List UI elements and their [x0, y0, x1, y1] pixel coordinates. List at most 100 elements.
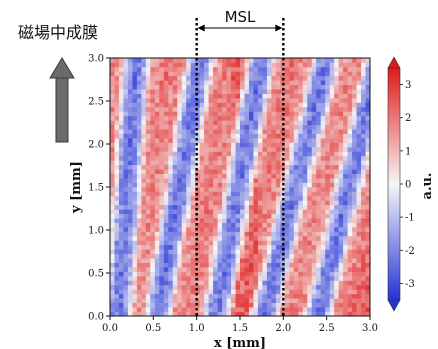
- heatmap-cell: [114, 133, 120, 139]
- heatmap-cell: [248, 284, 254, 290]
- heatmap-cell: [298, 129, 304, 134]
- heatmap-cell: [163, 191, 169, 197]
- heatmap-cell: [248, 311, 254, 317]
- heatmap-cell: [136, 204, 142, 210]
- heatmap-cell: [231, 169, 236, 175]
- heatmap-cell: [177, 129, 183, 134]
- heatmap-cell: [190, 227, 196, 232]
- heatmap-cell: [257, 253, 263, 259]
- heatmap-cell: [271, 249, 277, 255]
- heatmap-cell: [307, 267, 313, 272]
- heatmap-cell: [141, 71, 147, 77]
- heatmap-cell: [356, 235, 362, 241]
- heatmap-cell: [186, 62, 192, 68]
- heatmap-cell: [248, 307, 254, 312]
- heatmap-cell: [266, 173, 272, 179]
- heatmap-cell: [293, 240, 299, 246]
- heatmap-cell: [257, 133, 263, 139]
- heatmap-cell: [244, 267, 250, 272]
- heatmap-cell: [316, 84, 322, 90]
- heatmap-cell: [325, 178, 330, 183]
- heatmap-cell: [190, 187, 196, 192]
- heatmap-cell: [334, 120, 339, 126]
- heatmap-cell: [284, 275, 290, 281]
- heatmap-cell: [248, 80, 254, 86]
- heatmap-cell: [365, 302, 371, 308]
- heatmap-cell: [199, 173, 205, 179]
- heatmap-cell: [195, 284, 200, 290]
- heatmap-cell: [293, 98, 299, 103]
- heatmap-cell: [204, 155, 209, 161]
- heatmap-cell: [253, 93, 259, 99]
- heatmap-cell: [163, 267, 169, 272]
- heatmap-cell: [284, 142, 290, 148]
- heatmap-cell: [235, 298, 241, 304]
- heatmap-cell: [208, 111, 214, 117]
- heatmap-cell: [159, 84, 165, 90]
- heatmap-cell: [307, 173, 313, 179]
- heatmap-cell: [271, 271, 277, 277]
- heatmap-cell: [320, 249, 326, 255]
- heatmap-cell: [289, 106, 295, 112]
- heatmap-cell: [253, 89, 259, 94]
- heatmap-cell: [325, 133, 330, 139]
- heatmap-cell: [334, 311, 339, 317]
- heatmap-cell: [190, 89, 196, 94]
- heatmap-cell: [338, 160, 344, 166]
- heatmap-cell: [316, 71, 322, 77]
- heatmap-cell: [334, 227, 339, 232]
- heatmap-cell: [361, 253, 366, 259]
- heatmap-cell: [213, 253, 218, 259]
- heatmap-cell: [114, 142, 120, 148]
- heatmap-cell: [208, 275, 214, 281]
- heatmap-cell: [150, 302, 156, 308]
- heatmap-cell: [365, 169, 371, 175]
- heatmap-cell: [271, 200, 277, 206]
- heatmap-cell: [110, 138, 115, 143]
- heatmap-cell: [163, 213, 169, 219]
- heatmap-cell: [275, 80, 281, 86]
- heatmap-cell: [186, 307, 192, 312]
- heatmap-cell: [154, 209, 160, 215]
- heatmap-cell: [320, 231, 326, 237]
- heatmap-cell: [334, 249, 339, 255]
- heatmap-cell: [159, 155, 165, 161]
- heatmap-cell: [190, 129, 196, 134]
- heatmap-cell: [159, 115, 165, 121]
- heatmap-cell: [293, 58, 299, 63]
- heatmap-cell: [199, 75, 205, 81]
- heatmap-cell: [347, 155, 353, 161]
- heatmap-cell: [257, 244, 263, 250]
- heatmap-cell: [168, 218, 174, 223]
- heatmap-cell: [231, 284, 236, 290]
- heatmap-cell: [298, 227, 304, 232]
- heatmap-cell: [132, 240, 138, 246]
- heatmap-cell: [257, 267, 263, 272]
- heatmap-cell: [118, 62, 124, 68]
- heatmap-cell: [266, 75, 272, 81]
- heatmap-cell: [307, 262, 313, 268]
- heatmap-cell: [145, 106, 151, 112]
- heatmap-cell: [271, 169, 277, 175]
- heatmap-cell: [141, 307, 147, 312]
- heatmap-cell: [163, 58, 169, 63]
- heatmap-cell: [325, 129, 330, 134]
- heatmap-cell: [159, 66, 165, 72]
- heatmap-cell: [226, 146, 232, 152]
- heatmap-cell: [334, 204, 339, 210]
- heatmap-cell: [293, 227, 299, 232]
- heatmap-cell: [159, 111, 165, 117]
- heatmap-cell: [352, 209, 357, 215]
- heatmap-cell: [293, 200, 299, 206]
- heatmap-cell: [177, 66, 183, 72]
- heatmap-cell: [320, 213, 326, 219]
- heatmap-cell: [325, 146, 330, 152]
- heatmap-cell: [325, 71, 330, 77]
- heatmap-cell: [240, 66, 245, 72]
- heatmap-cell: [343, 195, 348, 201]
- heatmap-cell: [316, 58, 322, 63]
- heatmap-cell: [253, 84, 259, 90]
- heatmap-cell: [110, 293, 115, 299]
- heatmap-cell: [240, 307, 245, 312]
- heatmap-cell: [248, 267, 254, 272]
